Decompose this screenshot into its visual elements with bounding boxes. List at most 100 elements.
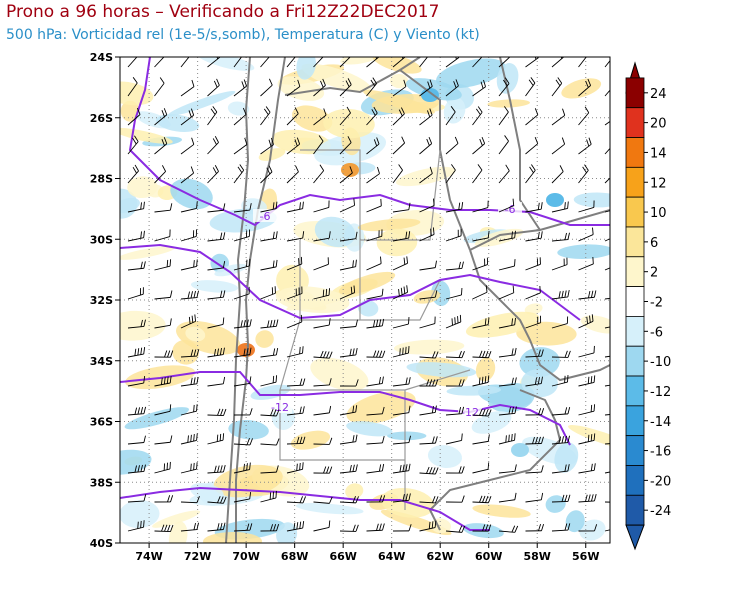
wind-barb [392,285,408,300]
vorticity-patch [258,148,286,161]
vorticity-patch [203,531,263,543]
wind-barb [180,57,190,68]
wind-barb [472,164,483,184]
wind-barb [445,202,464,213]
vorticity-patch [168,90,236,116]
wind-barb [154,461,171,474]
wind-barb [525,376,543,387]
wind-barb [207,203,226,213]
wind-barb [604,147,610,155]
wind-barb [339,347,358,358]
wind-barb [313,350,333,359]
wind-barb [233,523,253,532]
colorbar-swatch [625,166,645,198]
wind-barb [604,267,610,271]
wind-barb [366,288,384,300]
temperature-contour-south [120,486,490,531]
wind-barb [419,57,429,68]
vorticity-patch [465,311,540,338]
vorticity-patch [472,504,531,518]
wind-barb [445,525,466,533]
wind-barb [498,164,510,184]
wind-barb [419,466,439,475]
vorticity-peak [237,343,255,357]
vorticity-patch [185,326,206,342]
wind-barb [339,496,359,504]
vorticity-patch [296,57,316,80]
wind-barb [604,177,610,184]
wind-barb [472,350,492,359]
wind-barb [286,57,296,68]
wind-barb [339,106,351,126]
wind-barb [419,520,437,532]
wind-barb [498,77,510,97]
vorticity-patch [524,303,543,315]
vorticity-patch [387,431,427,441]
wind-barb [127,201,145,213]
wind-barb [604,501,610,503]
wind-barb [604,384,610,387]
wind-barb [525,137,539,155]
vorticity-patch [338,271,396,295]
colorbar-label: -20 [650,474,671,489]
wind-barb [286,201,304,213]
wind-barb [260,408,280,417]
wind-barb [551,464,570,474]
wind-barb [419,351,439,359]
wind-barb [445,106,456,126]
vorticity-patch [127,176,158,199]
wind-barb [551,523,571,532]
wind-barb [419,260,437,271]
wind-barb [180,201,198,213]
wind-barb [127,435,146,445]
wind-barb [392,435,411,445]
wind-barb [604,326,610,329]
colorbar-swatch [625,286,645,317]
wind-barb [366,435,385,445]
vorticity-patch [295,503,364,515]
wind-barb [233,258,251,271]
wind-barb [604,414,610,416]
wind-barb [154,108,168,126]
lon-label: 64W [378,550,405,563]
lat-label: 40S [90,537,113,550]
wind-barb [525,465,544,474]
vorticity-patch [376,228,418,257]
wind-barb [127,135,139,155]
wind-barb [525,257,541,271]
wind-barb [260,165,273,184]
vorticity-patch [120,100,140,122]
wind-barb [472,524,492,532]
vorticity-patch [394,339,465,355]
wind-barb [551,137,566,155]
wind-barb [207,433,225,445]
wind-barb [525,408,545,416]
lon-label: 56W [572,550,599,563]
wind-barb [233,438,253,446]
wind-barb [127,406,147,416]
vorticity-patch [255,330,274,348]
vorticity-patch [427,445,463,468]
wind-barb [551,350,571,358]
wind-barb [313,318,331,329]
wind-barb [260,106,271,126]
wind-barb [260,375,278,387]
wind-barb [286,521,305,532]
wind-barb [604,238,610,242]
wind-barb [207,165,219,184]
lon-label: 68W [281,550,308,563]
colorbar-swatch [625,405,645,437]
vorticity-peak [546,193,564,207]
wind-barb [578,200,595,213]
vorticity-patch [521,369,558,398]
wind-barb [154,229,171,242]
wind-barb [525,202,543,213]
wind-barb [313,164,325,184]
wind-barb [472,434,490,445]
wind-barb [339,379,359,387]
wind-barb [419,108,433,126]
wind-barb [604,529,610,532]
wind-barb [286,256,303,271]
wind-barb [551,257,568,271]
